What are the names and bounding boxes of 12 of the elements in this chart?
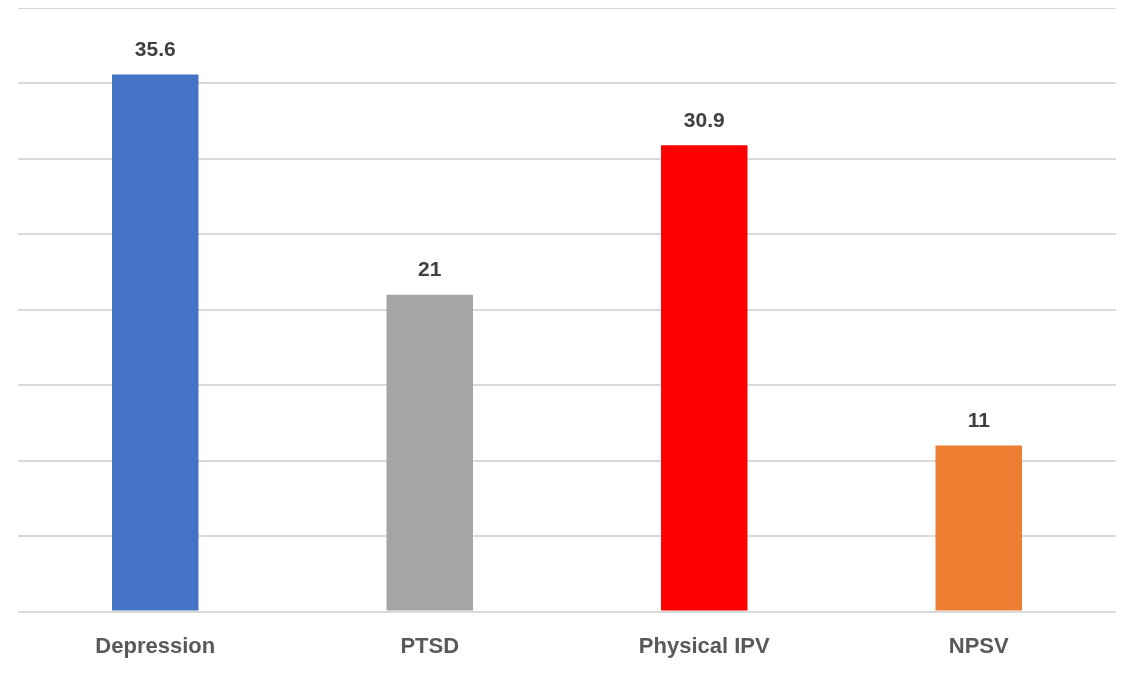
data-label: 21	[418, 257, 442, 281]
x-tick-label: Depression	[95, 632, 216, 658]
bar	[112, 74, 199, 611]
data-label: 30.9	[683, 107, 725, 131]
bar	[935, 445, 1022, 611]
bar	[386, 294, 473, 611]
x-tick-label: Physical IPV	[638, 632, 770, 658]
data-label: 35.6	[134, 36, 176, 60]
bar	[661, 145, 748, 611]
x-tick-label: NPSV	[948, 632, 1010, 658]
x-tick-label: PTSD	[400, 632, 460, 658]
data-label: 11	[967, 407, 991, 431]
